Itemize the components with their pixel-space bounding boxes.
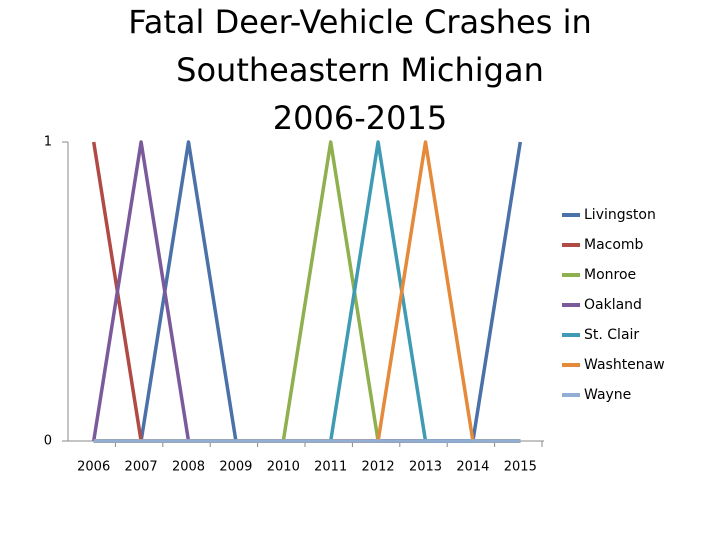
chart-title: Southeastern Michigan [176,51,544,89]
x-tick-label: 2009 [219,460,252,475]
chart-title: Fatal Deer-Vehicle Crashes in [128,3,591,41]
x-tick-label: 2010 [267,460,300,475]
legend-label: Livingston [584,207,656,223]
x-tick-label: 2011 [314,460,347,475]
legend-label: St. Clair [584,327,639,343]
legend-label: Monroe [584,267,636,283]
series-line [93,140,521,443]
legend-label: Macomb [584,237,644,253]
legend-label: Wayne [584,387,631,403]
y-tick-label: 0 [44,434,52,449]
x-tick-label: 2013 [409,460,442,475]
x-tick-label: 2007 [125,460,158,475]
chart-title: 2006-2015 [273,99,447,137]
x-tick-label: 2006 [77,460,110,475]
y-tick-label: 1 [44,135,52,150]
legend-label: Oakland [584,297,642,313]
x-tick-label: 2012 [362,460,395,475]
x-tick-label: 2008 [172,460,205,475]
x-tick-label: 2015 [504,460,537,475]
x-tick-label: 2014 [456,460,489,475]
legend-label: Washtenaw [584,357,665,373]
